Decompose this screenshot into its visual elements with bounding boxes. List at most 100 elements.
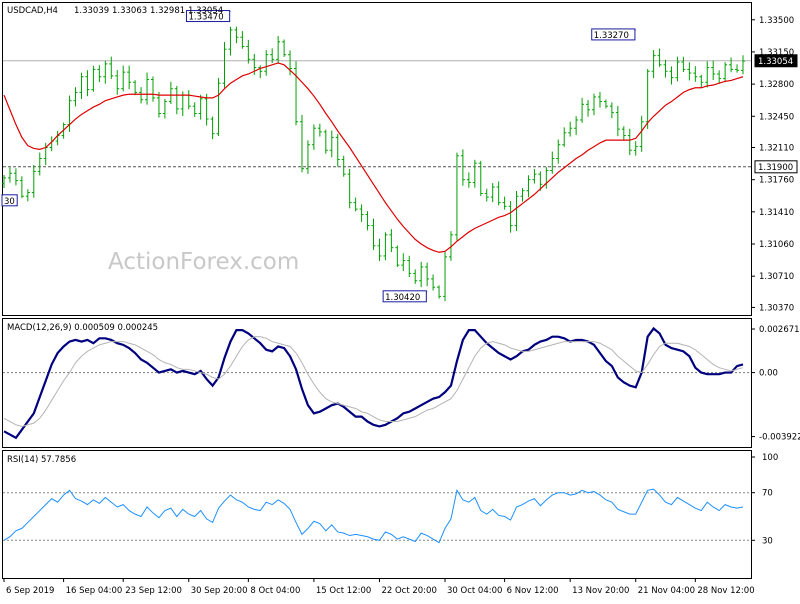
price-y-tick-label: 1.33500 (759, 16, 794, 26)
price-candle (383, 232, 388, 261)
axis-layer: 1.33500 1.33150 1.32800 1.32450 1.32110 1.317… (3, 16, 800, 596)
price-callout-label: 1.33470 (188, 13, 223, 23)
price-candle (705, 61, 710, 88)
price-candle (341, 155, 346, 177)
price-callout-box (1, 194, 18, 207)
price-candle (538, 171, 543, 191)
macd-layer (3, 326, 751, 440)
price-candle (73, 87, 78, 107)
price-candle (586, 99, 591, 117)
price-candle (353, 197, 358, 212)
price-candle (347, 168, 352, 209)
price-candle (597, 91, 602, 108)
price-candle (299, 114, 304, 173)
price-layer: 1.33470 1.30420 1.33270 30 (1, 10, 751, 303)
price-candle (31, 165, 36, 198)
price-callout-label: 30 (4, 197, 15, 207)
price-candle (466, 172, 471, 188)
price-header-close: 1.33054 (188, 6, 223, 16)
x-axis-tick-label: 23 Sep 12:00 (125, 586, 182, 596)
price-candle (150, 76, 155, 102)
price-y-tick-label: 1.31060 (759, 240, 794, 250)
x-axis-tick-label: 6 Nov 12:00 (507, 586, 559, 596)
price-candle (264, 50, 269, 76)
price-candle (711, 60, 716, 81)
price-candle (675, 56, 680, 82)
x-axis-tick-label: 30 Oct 04:00 (447, 586, 502, 596)
price-candle (693, 66, 698, 82)
price-y-tick-label: 1.32450 (759, 112, 794, 122)
price-candle (532, 169, 537, 184)
price-candle (377, 238, 382, 262)
price-candle (174, 85, 179, 115)
price-callout-label: 1.30420 (385, 293, 420, 303)
price-candle (663, 59, 668, 78)
price-y-tick-label: 1.30710 (759, 272, 794, 282)
price-candle (472, 159, 477, 188)
price-header-low: 1.32981 (150, 6, 185, 16)
price-candle (294, 61, 299, 126)
price-candle (496, 181, 501, 206)
price-candle (562, 127, 567, 147)
price-candle (681, 56, 686, 73)
price-candle (621, 126, 626, 141)
moving-average-line (3, 62, 744, 253)
price-candle (323, 129, 328, 154)
price-candle (371, 218, 376, 250)
x-axis-tick-label: 16 Sep 04:00 (66, 586, 123, 596)
price-candle (699, 74, 704, 89)
price-header-high: 1.33063 (112, 6, 147, 16)
price-y-tick-label: 1.32110 (759, 144, 794, 154)
macd-signal-line (3, 336, 744, 427)
price-candle (317, 123, 322, 137)
price-candle (258, 65, 263, 79)
price-candle (735, 64, 740, 73)
price-candle (478, 160, 483, 197)
x-axis-tick-label: 8 Oct 04:00 (250, 586, 300, 596)
price-candle (550, 151, 555, 174)
x-axis-tick-label: 21 Nov 04:00 (638, 586, 695, 596)
price-candle (329, 130, 334, 158)
price-candle (246, 39, 251, 64)
price-candle (359, 204, 364, 222)
price-candle (270, 48, 275, 64)
price-candle (413, 269, 418, 284)
price-candle (514, 190, 519, 231)
price-candle (454, 152, 459, 241)
price-candle (717, 70, 722, 84)
price-candle (145, 72, 150, 105)
price-candle (156, 91, 161, 118)
price-candle (19, 176, 24, 199)
price-candle (592, 93, 597, 116)
price-candle (729, 57, 734, 73)
price-candle (508, 201, 513, 233)
rsi-panel-frame (2, 450, 752, 579)
current-price-label-box (754, 54, 798, 68)
macd-y-tick-label: -0.003922 (759, 433, 800, 443)
price-candle (443, 251, 448, 302)
price-candle (109, 56, 114, 79)
price-candle (502, 196, 507, 210)
price-candle (192, 102, 197, 117)
price-callout-label: 1.33270 (594, 31, 629, 41)
price-candle (568, 121, 573, 137)
price-candle (91, 65, 96, 92)
price-candle (228, 26, 233, 56)
price-candle (133, 80, 138, 96)
price-candle (407, 255, 412, 278)
price-callout-box (382, 290, 427, 303)
price-candle (490, 183, 495, 203)
current-price-label: 1.33054 (758, 57, 793, 67)
price-candle (7, 167, 12, 183)
price-candle (425, 262, 430, 287)
macd-line (3, 326, 744, 440)
price-candle (198, 94, 203, 120)
price-candle (204, 93, 209, 126)
price-callout-box (591, 28, 636, 41)
rsi-y-tick-label: 100 (762, 453, 778, 463)
price-candle (609, 102, 614, 119)
price-candle (103, 60, 108, 84)
rsi-layer (3, 488, 751, 544)
